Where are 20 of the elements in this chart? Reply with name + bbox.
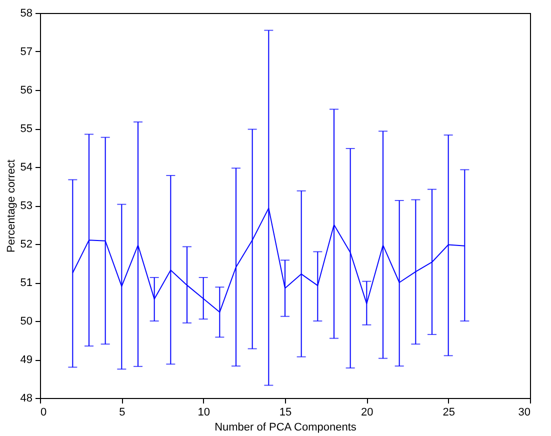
- y-tick-label: 56: [20, 84, 32, 96]
- x-tick-label: 5: [119, 406, 126, 418]
- x-axis-title: Number of PCA Components: [214, 422, 357, 434]
- y-tick-label: 52: [20, 238, 32, 250]
- x-tick-label: 25: [442, 406, 455, 418]
- y-tick-label: 58: [20, 8, 32, 20]
- x-tick-label: 20: [361, 406, 374, 418]
- y-tick-label: 49: [20, 354, 32, 366]
- x-tick-label: 15: [279, 406, 292, 418]
- x-tick-label: 10: [198, 406, 210, 418]
- y-tick-label: 48: [20, 392, 32, 404]
- x-tick-label: 0: [40, 406, 47, 418]
- y-tick-label: 53: [20, 200, 32, 212]
- x-tick-label: 30: [518, 406, 530, 418]
- y-tick-label: 57: [20, 46, 32, 58]
- y-tick-label: 54: [20, 162, 32, 174]
- y-axis-title: Percentage correct: [5, 160, 18, 252]
- y-tick-label: 50: [20, 316, 32, 328]
- y-tick-label: 55: [20, 123, 32, 135]
- y-tick-label: 51: [20, 277, 32, 289]
